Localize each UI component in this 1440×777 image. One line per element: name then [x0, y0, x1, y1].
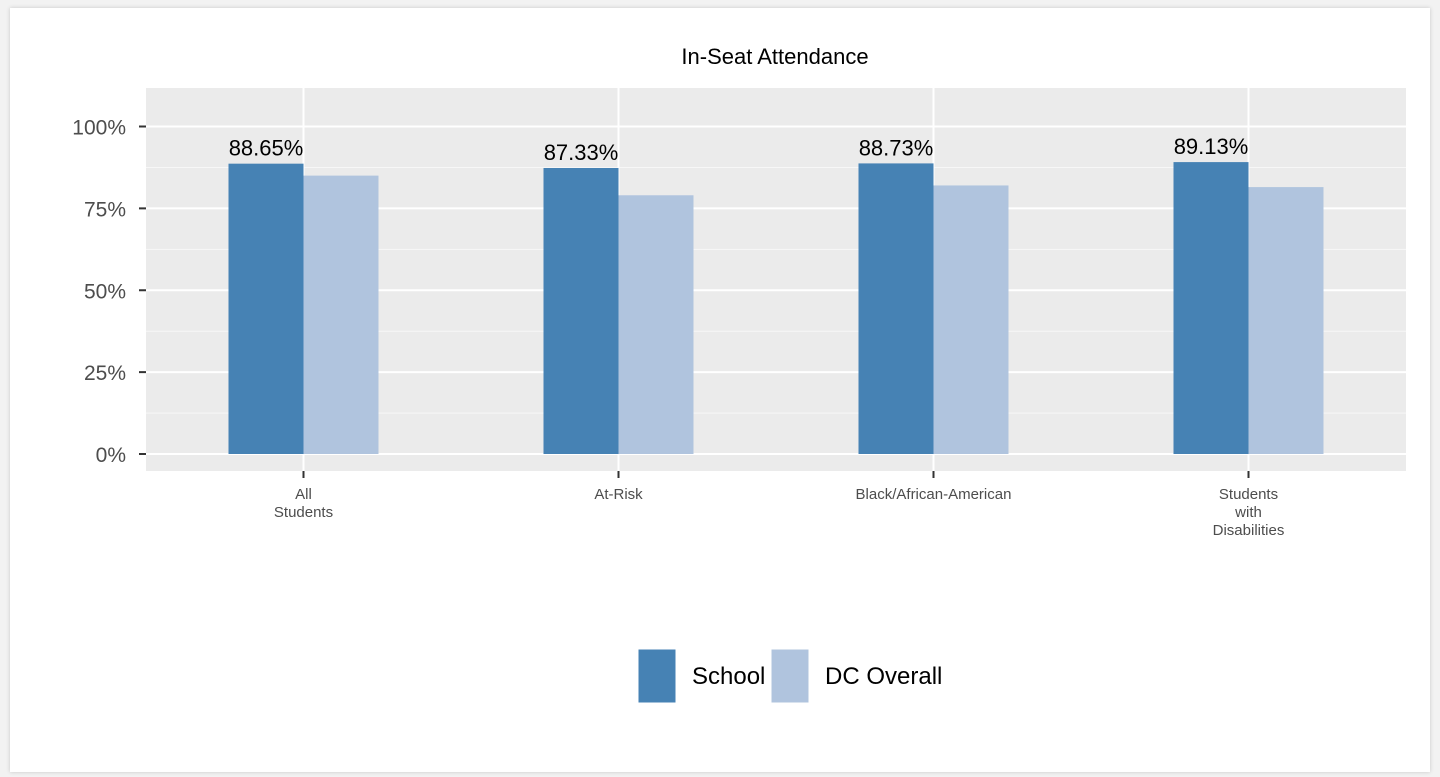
chart-title: In-Seat Attendance [681, 44, 868, 69]
y-tick-label: 0% [96, 444, 126, 467]
bar-dc-overall [303, 175, 379, 454]
x-tick-label: Black/African-American [856, 486, 1012, 503]
bar-school [228, 163, 304, 454]
legend-label: School [692, 663, 765, 690]
y-tick-label: 75% [84, 198, 126, 221]
bar-value-label: 87.33% [544, 140, 619, 165]
legend: School DC Overall [637, 648, 942, 704]
bar-school [543, 167, 619, 454]
attendance-chart: In-Seat Attendance 88.65% 87.33% 88.73% 89.… [72, 44, 1406, 704]
bar-dc-overall [933, 185, 1009, 454]
legend-swatch [770, 648, 810, 704]
y-tick-label: 50% [84, 280, 126, 303]
y-axis: 0% 25% 50% 75% 100% [72, 117, 146, 467]
y-tick-label: 25% [84, 362, 126, 385]
legend-label: DC Overall [825, 663, 942, 690]
x-tick-label: All [295, 486, 312, 503]
x-tick-label: At-Risk [594, 486, 643, 503]
chart-card: In-Seat Attendance 88.65% 87.33% 88.73% 89.… [10, 8, 1430, 772]
x-tick-label: with [1234, 504, 1262, 521]
bar-school [1173, 162, 1249, 454]
legend-swatch [637, 648, 677, 704]
x-tick-label: Disabilities [1213, 522, 1285, 539]
bar-value-label: 88.73% [859, 135, 934, 160]
bars [228, 162, 1324, 455]
x-tick-label: Students [1219, 486, 1278, 503]
bar-value-label: 89.13% [1174, 134, 1249, 159]
value-labels: 88.65% 87.33% 88.73% 89.13% [229, 134, 1249, 165]
bar-dc-overall [618, 195, 694, 454]
y-tick-label: 100% [72, 117, 126, 140]
bar-school [858, 163, 934, 455]
bar-value-label: 88.65% [229, 136, 304, 161]
x-tick-label: Students [274, 504, 333, 521]
bar-dc-overall [1248, 187, 1324, 454]
